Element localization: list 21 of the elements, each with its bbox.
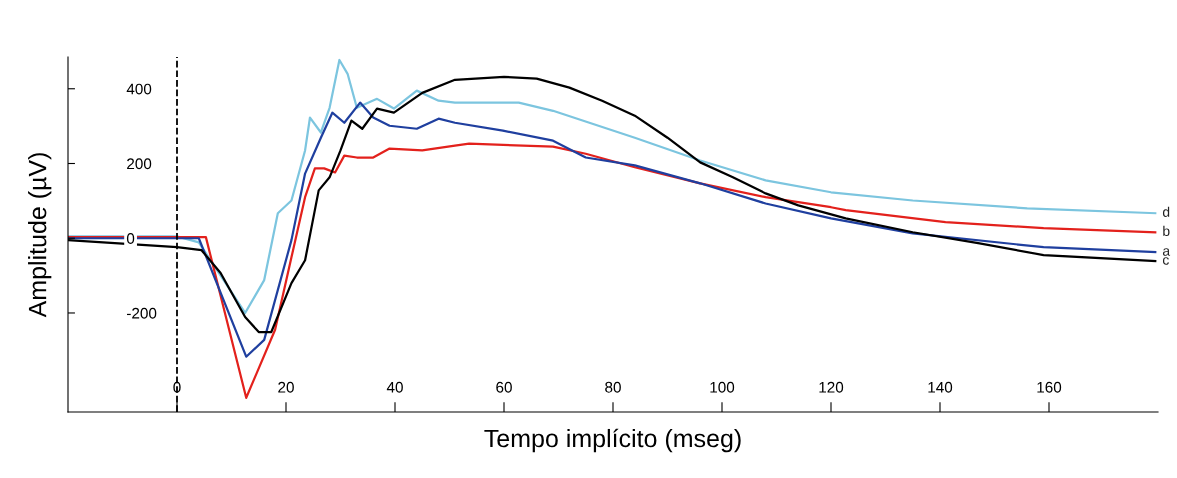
x-tick-label: 20 <box>278 381 294 393</box>
x-tick-label: 120 <box>819 381 844 393</box>
x-tick-label: 60 <box>496 381 512 393</box>
y-axis-title: Amplitude (µV) <box>28 153 52 318</box>
y-tick-label: -200 <box>127 307 157 319</box>
x-tick-label: 40 <box>386 381 403 393</box>
series-label: d <box>1162 206 1170 217</box>
x-tick-label: 0 <box>173 381 181 393</box>
x-tick-label: 80 <box>605 381 621 393</box>
series-label: a <box>1162 248 1171 256</box>
series-label: b <box>1163 225 1170 236</box>
y-tick-label: 200 <box>127 158 152 170</box>
x-tick-label: 100 <box>710 381 735 393</box>
y-tick-label: 400 <box>126 83 152 95</box>
line-series <box>68 142 1157 399</box>
x-axis-title: Tempo implícito (mseg) <box>484 428 741 453</box>
x-tick-label: 160 <box>1037 381 1062 393</box>
line-series <box>68 101 1157 358</box>
y-tick-label: 0 <box>126 233 135 244</box>
x-tick-label: 140 <box>928 381 953 393</box>
series-label: c <box>1162 257 1169 265</box>
